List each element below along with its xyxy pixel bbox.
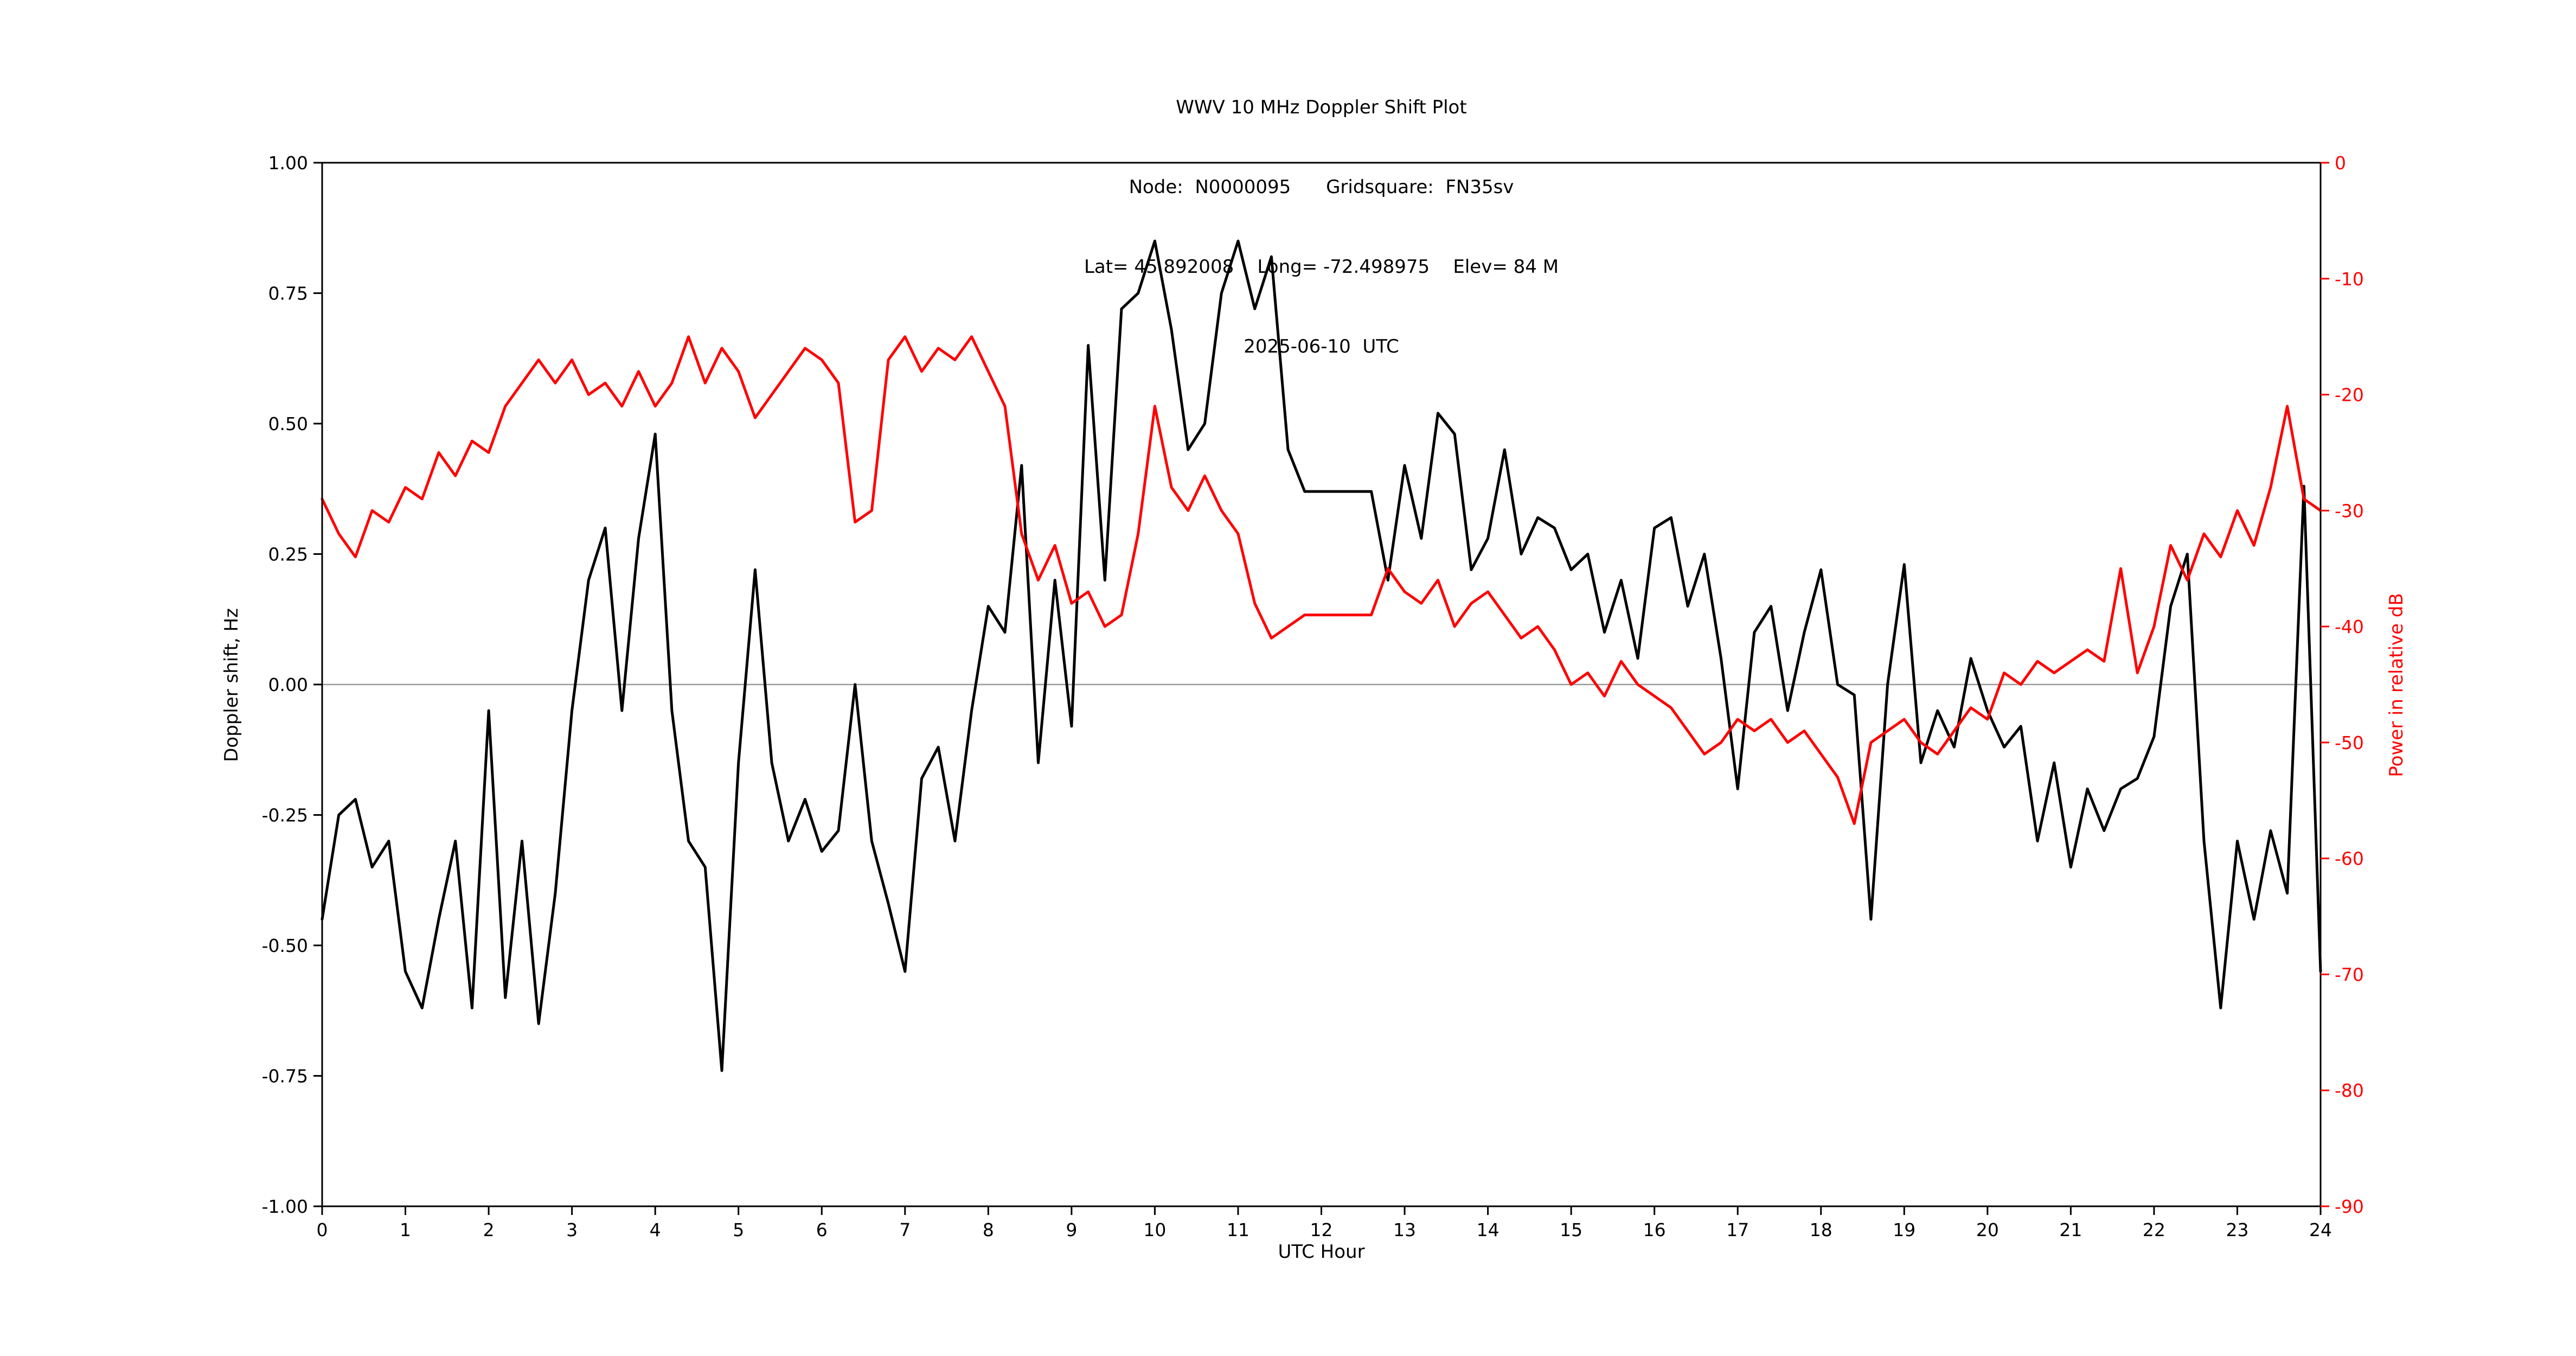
x-tick-label: 8 (983, 1219, 994, 1240)
x-tick-label: 15 (1560, 1219, 1582, 1240)
x-tick-label: 24 (2309, 1219, 2332, 1240)
x-tick-label: 18 (1810, 1219, 1832, 1240)
y-left-tick-label: 0.25 (268, 544, 308, 565)
x-axis-label: UTC Hour (1278, 1241, 1365, 1263)
title-line-4: 2025-06-10 UTC (1244, 336, 1399, 357)
x-tick-label: 2 (483, 1219, 495, 1240)
y-right-tick-label: -70 (2335, 964, 2364, 985)
x-tick-label: 12 (1310, 1219, 1333, 1240)
y-right-tick-label: -50 (2335, 732, 2364, 753)
x-tick-label: 6 (816, 1219, 828, 1240)
x-tick-label: 0 (317, 1219, 328, 1240)
chart-title-block: WWV 10 MHz Doppler Shift Plot Node: N000… (322, 41, 2321, 413)
y-right-tick-label: -10 (2335, 268, 2364, 290)
y-right-tick-label: -90 (2335, 1196, 2364, 1217)
y-axis-label-right: Power in relative dB (2386, 593, 2407, 777)
y-left-tick-label: -0.25 (262, 805, 308, 826)
x-tick-label: 13 (1393, 1219, 1416, 1240)
y-axis-label-left: Doppler shift, Hz (221, 608, 242, 762)
y-right-tick-label: -30 (2335, 500, 2364, 521)
x-tick-label: 5 (733, 1219, 744, 1240)
y-left-tick-label: -0.50 (262, 935, 308, 956)
x-tick-label: 11 (1227, 1219, 1249, 1240)
x-tick-label: 17 (1726, 1219, 1749, 1240)
x-tick-label: 23 (2226, 1219, 2248, 1240)
title-line-1: WWV 10 MHz Doppler Shift Plot (1176, 97, 1467, 118)
y-left-tick-label: 0.00 (268, 674, 308, 695)
x-tick-label: 9 (1066, 1219, 1077, 1240)
x-tick-label: 10 (1143, 1219, 1166, 1240)
x-tick-label: 3 (566, 1219, 578, 1240)
y-left-tick-label: 0.50 (268, 413, 308, 434)
x-tick-label: 4 (650, 1219, 661, 1240)
y-left-tick-label: -1.00 (262, 1196, 308, 1217)
x-tick-label: 21 (2059, 1219, 2082, 1240)
y-right-tick-label: -60 (2335, 848, 2364, 869)
power-series-line (321, 335, 2322, 825)
x-tick-label: 1 (400, 1219, 411, 1240)
x-tick-label: 22 (2143, 1219, 2165, 1240)
y-right-tick-label: -20 (2335, 385, 2364, 406)
x-tick-label: 14 (1477, 1219, 1500, 1240)
x-tick-label: 7 (899, 1219, 911, 1240)
y-left-tick-label: 0.75 (268, 283, 308, 304)
x-tick-label: 16 (1643, 1219, 1666, 1240)
title-line-3: Lat= 45.892008 Long= -72.498975 Elev= 84… (1084, 256, 1559, 278)
y-left-tick-label: 1.00 (268, 152, 308, 174)
y-right-tick-label: -40 (2335, 616, 2364, 637)
title-line-2: Node: N0000095 Gridsquare: FN35sv (1129, 176, 1514, 198)
y-right-tick-label: -80 (2335, 1080, 2364, 1101)
x-tick-label: 19 (1893, 1219, 1915, 1240)
y-right-tick-label: 0 (2335, 152, 2346, 174)
doppler-series-line (321, 239, 2322, 1072)
x-tick-label: 20 (1976, 1219, 1999, 1240)
y-left-tick-label: -0.75 (262, 1066, 308, 1087)
